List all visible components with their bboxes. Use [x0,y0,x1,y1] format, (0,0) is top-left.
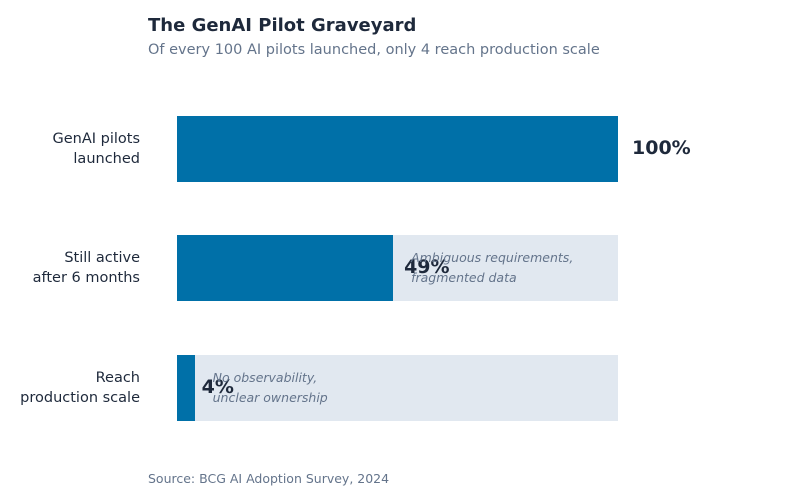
bar [177,355,195,421]
value-label: 4% [201,376,234,398]
annotation: Ambiguous requirements, fragmented data [411,250,574,285]
value-label: 100% [632,137,691,159]
annotation: No observability, unclear ownership [212,370,328,405]
category-label: Still active after 6 months [32,250,140,286]
chart-title: The GenAI Pilot Graveyard [148,15,417,36]
value-label: 49% [404,256,450,278]
chart-subtitle: Of every 100 AI pilots launched, only 4 … [148,42,600,58]
source-note: Source: BCG AI Adoption Survey, 2024 [148,471,390,486]
category-label: GenAI pilots launched [52,131,140,167]
bar [177,235,394,301]
category-label: Reach production scale [20,370,140,406]
bar [177,116,618,182]
bar-track [177,355,618,421]
